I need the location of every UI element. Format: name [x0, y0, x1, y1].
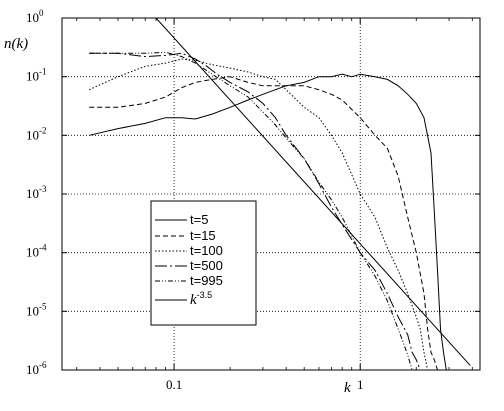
series-line-6 — [155, 18, 471, 366]
y-tick-label: 10-6 — [26, 360, 47, 377]
x-axis-title: k — [344, 380, 351, 396]
legend-label-6: k-3.5 — [190, 290, 212, 308]
grid-lines — [62, 18, 480, 370]
series-line-4 — [89, 52, 421, 370]
y-tick-label: 10-5 — [26, 301, 47, 318]
series-line-5 — [89, 51, 413, 370]
legend-label-1: t=5 — [190, 212, 208, 227]
legend-label-3: t=100 — [190, 243, 223, 258]
x-tick-label: 1 — [357, 377, 364, 392]
plot-area-background — [62, 18, 480, 370]
y-tick-label: 10-4 — [26, 243, 47, 260]
tick-labels: 100 10-1 10-2 10-3 10-4 10-5 10-6 0.1 1 — [26, 8, 363, 392]
y-axis-title: n(k) — [4, 36, 28, 52]
axis-ticks — [62, 17, 480, 371]
y-tick-label: 10-1 — [26, 67, 47, 84]
y-tick-label: 10-2 — [26, 125, 47, 142]
y-tick-label: 100 — [26, 8, 44, 25]
series-line-3 — [88, 58, 429, 370]
legend-box — [150, 200, 257, 326]
legend-label-4: t=500 — [190, 258, 223, 273]
legend-label-2: t=15 — [190, 228, 216, 243]
series-line-1 — [89, 73, 447, 370]
x-tick-label: 0.1 — [166, 377, 182, 392]
y-tick-label: 10-3 — [26, 184, 47, 201]
series-line-2 — [89, 76, 438, 370]
series-layer — [88, 18, 471, 370]
legend-label-5: t=995 — [190, 273, 223, 288]
